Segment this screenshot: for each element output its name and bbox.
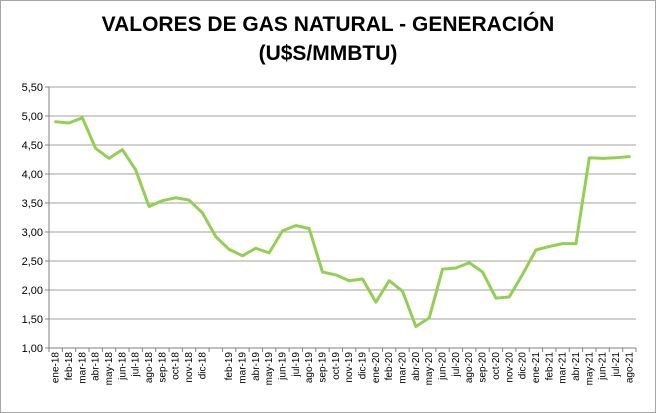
x-tick-label: may-18 [104, 352, 115, 386]
x-tick-label: jul-21 [611, 352, 622, 378]
x-tick-label: ago-20 [464, 352, 475, 384]
x-tick-label: sep-20 [478, 352, 489, 383]
x-tick-label: sep-18 [157, 352, 168, 383]
x-tick-label: nov-18 [184, 352, 195, 383]
x-tick-label: ene-21 [531, 352, 542, 384]
x-tick-label: abr-19 [251, 352, 262, 381]
x-tick-label: oct-20 [491, 352, 502, 380]
x-tick-label: feb-20 [384, 352, 395, 381]
series-line [54, 116, 631, 329]
series-line-path [54, 116, 631, 329]
x-tick-label: abr-18 [91, 352, 102, 381]
y-tick-label: 4,00 [22, 169, 43, 181]
x-tick-label: mar-18 [77, 352, 88, 384]
x-tick-label: ago-18 [144, 352, 155, 384]
x-tick-label: abr-20 [411, 352, 422, 381]
y-tick-label: 5,50 [22, 82, 43, 94]
x-tick-label: ene-18 [51, 352, 62, 384]
x-tick-label: jun-21 [598, 352, 609, 381]
x-tick-label: jul-20 [451, 352, 462, 378]
x-tick-label: may-19 [264, 352, 275, 386]
gridlines [49, 86, 636, 349]
x-tick-label: ago-21 [624, 352, 635, 384]
x-tick-label: dic-20 [518, 352, 529, 380]
x-tick-label: jul-18 [131, 352, 142, 378]
x-tick-label: jun-19 [277, 352, 288, 381]
x-tick-label: oct-19 [331, 352, 342, 380]
y-tick-label: 2,00 [22, 285, 43, 297]
x-tick-label: feb-21 [544, 352, 555, 381]
x-tick-label: may-21 [584, 352, 595, 386]
x-tick-label: mar-21 [558, 352, 569, 384]
x-tick-label: feb-19 [224, 352, 235, 381]
y-axis-ticks: 1,00 1,50 2,00 2,50 3,00 3,50 4,00 4,50 5,00 5,50 [22, 82, 49, 355]
x-tick-label: ago-19 [304, 352, 315, 384]
x-tick-label: abr-21 [571, 352, 582, 381]
chart-title-line1: VALORES DE GAS NATURAL - GENERACIÓN [101, 13, 555, 36]
y-tick-label: 1,50 [22, 314, 43, 326]
x-tick-label: dic-18 [197, 352, 208, 380]
x-tick-label: may-20 [424, 352, 435, 386]
x-tick-label: ene-20 [371, 352, 382, 384]
x-tick-label: sep-19 [317, 352, 328, 383]
chart-title: VALORES DE GAS NATURAL - GENERACIÓN (U$S… [0, 10, 656, 68]
x-tick-label: nov-19 [344, 352, 355, 383]
x-tick-label: jun-20 [438, 352, 449, 381]
x-tick-label: jun-18 [117, 352, 128, 381]
x-tick-label: dic-19 [358, 352, 369, 380]
y-tick-label: 5,00 [22, 111, 43, 123]
y-tick-label: 2,50 [22, 256, 43, 268]
y-tick-label: 4,50 [22, 140, 43, 152]
chart-title-line2: (U$S/MMBTU) [258, 42, 398, 65]
x-tick-label: nov-20 [504, 352, 515, 383]
y-tick-label: 3,00 [22, 227, 43, 239]
x-tick-label: oct-18 [171, 352, 182, 380]
axes [48, 87, 636, 349]
x-tick-label: jul-19 [291, 352, 302, 378]
x-axis-ticks: ene-18 feb-18 mar-18 abr-18 may-18 jun-18 jul-… [48, 348, 637, 386]
x-tick-label: mar-19 [237, 352, 248, 384]
y-tick-label: 3,50 [22, 198, 43, 210]
y-tick-label: 1,00 [22, 343, 43, 355]
x-tick-label: mar-20 [398, 352, 409, 384]
x-tick-label: feb-18 [64, 352, 75, 381]
